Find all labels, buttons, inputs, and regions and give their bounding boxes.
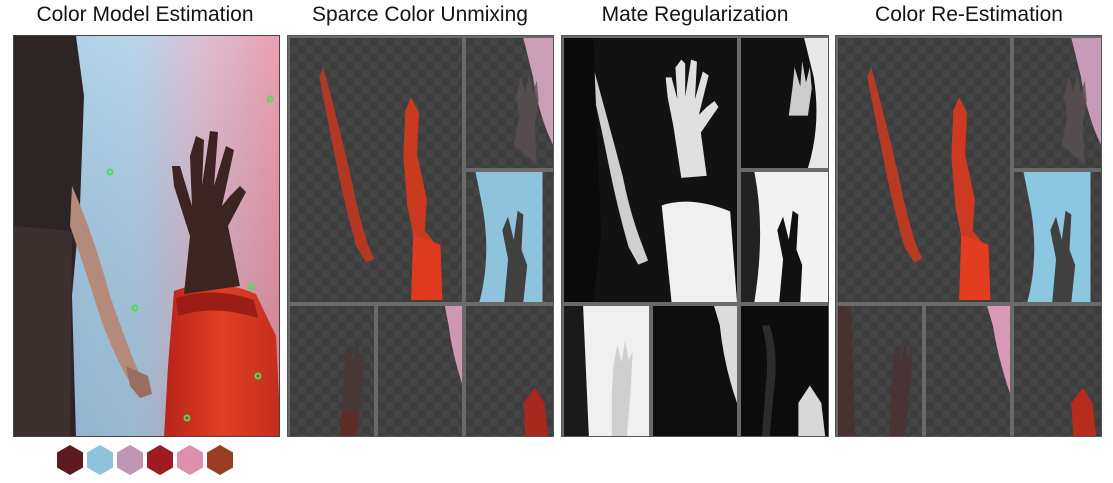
unmix-layer-red-large	[288, 36, 464, 304]
swatch-light-blue	[87, 445, 113, 475]
swatch-dark-maroon	[57, 445, 83, 475]
color-model-swatches	[57, 445, 237, 479]
unmix-layer-dark-1	[288, 304, 376, 436]
swatch-crimson	[147, 445, 173, 475]
swatch-mauve	[117, 445, 143, 475]
reestimate-layer-red-edge	[1012, 304, 1101, 436]
matte-bottom-left	[562, 304, 651, 436]
matte-top-right	[739, 36, 828, 170]
reestimate-layer-pink-edge	[924, 304, 1012, 436]
unmix-layer-pink	[464, 36, 553, 170]
reestimate-layer-pink	[1012, 36, 1101, 170]
matte-bottom-middle	[651, 304, 739, 436]
matte-middle-right	[739, 170, 828, 304]
title-color-model-estimation: Color Model Estimation	[36, 3, 254, 26]
title-mate-regularization: Mate Regularization	[601, 3, 789, 26]
reestimate-layer-dark-1	[836, 304, 924, 436]
reestimation-panel	[835, 35, 1102, 437]
unmix-layer-red-edge	[464, 304, 553, 436]
source-photo	[14, 36, 279, 436]
color-model-panel	[13, 35, 280, 437]
title-sparse-color-unmixing: Sparce Color Unmixing	[312, 3, 528, 26]
swatch-rust	[207, 445, 233, 475]
unmix-layer-pink-edge	[376, 304, 464, 436]
reestimate-layer-red-large	[836, 36, 1012, 304]
matte-large	[562, 36, 739, 304]
matte-bottom-right	[739, 304, 828, 436]
title-color-re-estimation: Color Re-Estimation	[875, 3, 1063, 26]
matte-panel	[561, 35, 829, 437]
reestimate-layer-blue	[1012, 170, 1101, 304]
unmix-layer-blue	[464, 170, 553, 304]
swatch-pink	[177, 445, 203, 475]
unmixing-panel	[287, 35, 554, 437]
